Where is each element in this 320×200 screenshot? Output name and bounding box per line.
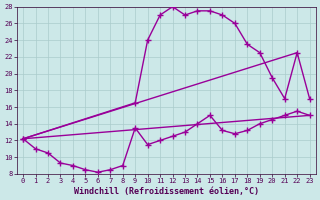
X-axis label: Windchill (Refroidissement éolien,°C): Windchill (Refroidissement éolien,°C) [74,187,259,196]
